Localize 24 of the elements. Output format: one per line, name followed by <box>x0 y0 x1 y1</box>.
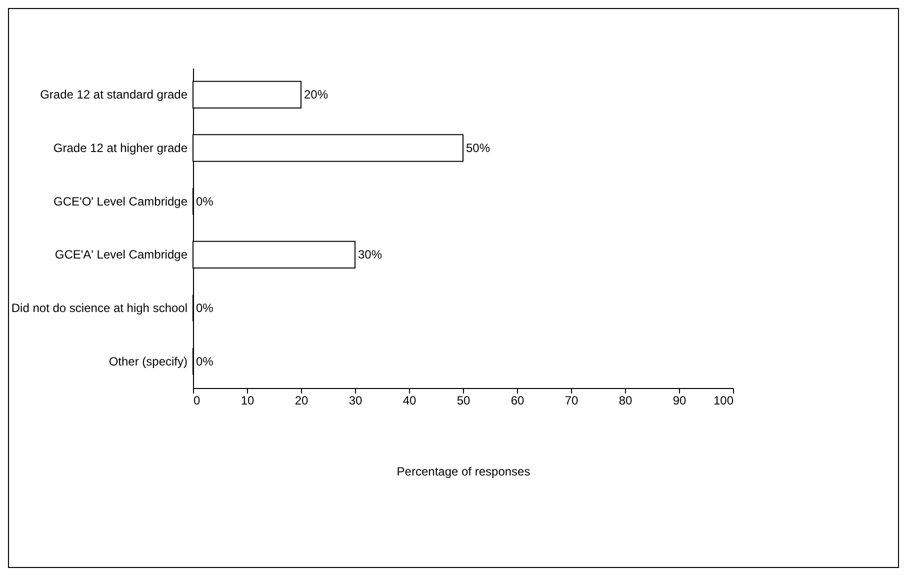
y-tick-label: Did not do science at high school <box>11 301 188 315</box>
y-tick-label: GCE'O' Level Cambridge <box>54 194 188 208</box>
data-label: 0% <box>196 301 214 315</box>
data-label: 20% <box>304 88 328 102</box>
x-tick-label: 0 <box>194 394 200 408</box>
data-label: 30% <box>358 248 382 262</box>
x-tick-label: 30 <box>348 394 362 408</box>
x-tick-label: 20 <box>294 394 308 408</box>
x-axis-title: Percentage of responses <box>396 464 530 478</box>
y-tick-label: Grade 12 at standard grade <box>40 88 188 102</box>
x-tick-label: 10 <box>240 394 254 408</box>
x-tick-label: 50 <box>456 394 470 408</box>
x-tick-label: 90 <box>672 394 686 408</box>
x-tick-label: 60 <box>510 394 524 408</box>
data-label: 0% <box>196 194 214 208</box>
x-tick-label: 80 <box>618 394 632 408</box>
y-tick-label: Grade 12 at higher grade <box>53 141 188 155</box>
y-tick-label: GCE'A' Level Cambridge <box>54 248 188 262</box>
x-tick-label: 40 <box>402 394 416 408</box>
x-tick-label: 100 <box>713 394 734 408</box>
data-label: 0% <box>196 354 214 368</box>
x-tick-label: 70 <box>564 394 578 408</box>
y-tick-label: Other (specify) <box>108 354 188 368</box>
data-label: 50% <box>466 141 490 155</box>
